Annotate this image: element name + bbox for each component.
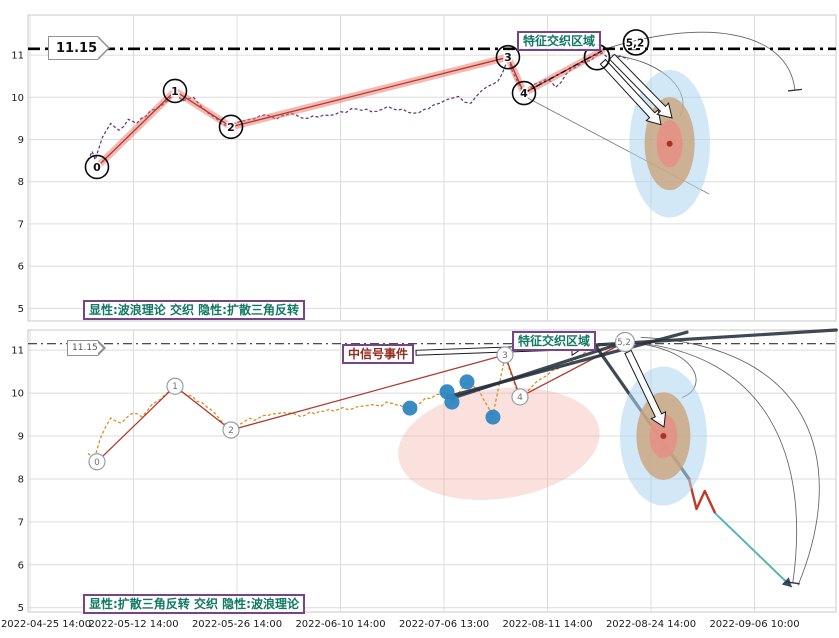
signal-dot bbox=[402, 400, 418, 416]
wave-marker-circle bbox=[511, 388, 529, 406]
y-axis-tick-label: 6 bbox=[18, 262, 24, 273]
y-axis-tick-label: 9 bbox=[18, 135, 24, 146]
wave-marker-circle bbox=[166, 377, 184, 395]
caption-top: 显性:波浪理论 交织 隐性:扩散三角反转 bbox=[83, 300, 305, 320]
arrow-right-icon bbox=[97, 36, 111, 60]
wave-final-circle bbox=[614, 331, 636, 353]
wave-marker-label: 4 bbox=[517, 393, 523, 403]
signal-dot bbox=[485, 409, 501, 425]
threshold-value-top: 11.15 bbox=[48, 36, 99, 60]
wave-final-circle bbox=[622, 29, 650, 56]
x-axis-tick-label: 2022-09-06 10:00 bbox=[709, 619, 799, 630]
decline-dashed-green bbox=[714, 512, 793, 588]
guide-curve bbox=[601, 31, 796, 91]
signal-dot bbox=[444, 394, 460, 410]
y-axis-tick-label: 8 bbox=[18, 177, 24, 188]
wave-marker-label: 0 bbox=[93, 161, 101, 174]
x-axis-tick-label: 2022-08-11 14:00 bbox=[502, 619, 592, 630]
plot-frame bbox=[27, 14, 837, 322]
decline-zigzag bbox=[687, 478, 717, 514]
y-axis-tick-label: 7 bbox=[18, 219, 24, 230]
y-axis-tick-label: 5 bbox=[18, 304, 24, 315]
arrow-right-icon bbox=[97, 340, 106, 356]
x-axis-tick-label: 2022-06-10 14:00 bbox=[295, 619, 385, 630]
wave-final-label: 5,2 bbox=[626, 37, 645, 49]
wave-marker-circle bbox=[495, 44, 521, 70]
wave-marker-circle bbox=[511, 80, 537, 106]
threshold-value-bottom: 11.15 bbox=[67, 340, 98, 356]
wave-marker-label: 0 bbox=[94, 458, 100, 468]
y-axis-tick-label: 8 bbox=[18, 474, 24, 485]
wave-marker-circle bbox=[218, 114, 244, 140]
guide-curve bbox=[624, 341, 798, 583]
y-axis-tick-label: 10 bbox=[11, 93, 24, 104]
x-axis-tick-label: 2022-04-25 14:00 bbox=[1, 619, 91, 630]
wave-marker-label: 2 bbox=[228, 426, 234, 436]
wave-marker-label: 1 bbox=[172, 382, 178, 392]
feature-zone-label-top: 特征交织区域 bbox=[517, 31, 602, 51]
y-axis-tick-label: 9 bbox=[18, 432, 24, 443]
y-axis-tick-label: 11 bbox=[11, 346, 24, 357]
wave-marker-label: 1 bbox=[171, 85, 179, 98]
curve-end-tick bbox=[785, 581, 800, 585]
signal-event-label: 中信号事件 bbox=[342, 344, 415, 364]
broadening-line bbox=[450, 340, 627, 400]
interweave-zone bbox=[398, 387, 600, 500]
x-axis-tick-label: 2022-05-26 14:00 bbox=[192, 619, 282, 630]
guide-curve bbox=[640, 336, 820, 586]
wave-trend-thin bbox=[96, 341, 626, 463]
wave-marker-circle bbox=[84, 154, 110, 180]
wave-final-label: 5,2 bbox=[617, 338, 631, 348]
wave-marker-circle bbox=[162, 78, 188, 104]
target-center-dot bbox=[666, 140, 673, 147]
wave-marker-label: 3 bbox=[502, 351, 508, 361]
signal-dot bbox=[459, 374, 475, 390]
wave-marker-label: 4 bbox=[520, 87, 528, 100]
target-center-dot bbox=[660, 433, 667, 440]
threshold-annotation-bottom: 11.15 bbox=[67, 340, 106, 356]
y-axis-tick-label: 10 bbox=[11, 389, 24, 400]
x-axis-tick-label: 2022-08-24 14:00 bbox=[606, 619, 696, 630]
wave-marker-circle bbox=[88, 453, 106, 471]
wave-marker-circle bbox=[496, 346, 514, 364]
y-axis-tick-label: 11 bbox=[11, 51, 24, 62]
projection-arrow bbox=[608, 53, 673, 119]
wave-final-dash bbox=[523, 50, 603, 94]
y-axis-tick-label: 5 bbox=[18, 603, 24, 614]
wave-marker-circle bbox=[222, 421, 240, 439]
feature-zone-label-bottom: 特征交织区域 bbox=[512, 331, 597, 351]
y-axis-tick-label: 6 bbox=[18, 560, 24, 571]
y-axis-tick-label: 7 bbox=[18, 517, 24, 528]
caption-bottom: 显性:扩散三角反转 交织 隐性:波浪理论 bbox=[83, 594, 305, 614]
x-axis-tick-label: 2022-05-12 14:00 bbox=[88, 619, 178, 630]
threshold-annotation-top: 11.15 bbox=[48, 36, 111, 60]
projection-arrow bbox=[624, 349, 667, 428]
x-axis-tick-label: 2022-07-06 13:00 bbox=[399, 619, 489, 630]
wave-marker-label: 2 bbox=[227, 121, 235, 134]
wave-marker-label: 3 bbox=[504, 51, 512, 64]
projection-arrow bbox=[599, 58, 662, 126]
curve-end-tick bbox=[787, 88, 802, 92]
